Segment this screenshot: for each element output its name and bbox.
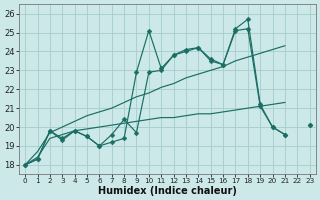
X-axis label: Humidex (Indice chaleur): Humidex (Indice chaleur) bbox=[98, 186, 237, 196]
